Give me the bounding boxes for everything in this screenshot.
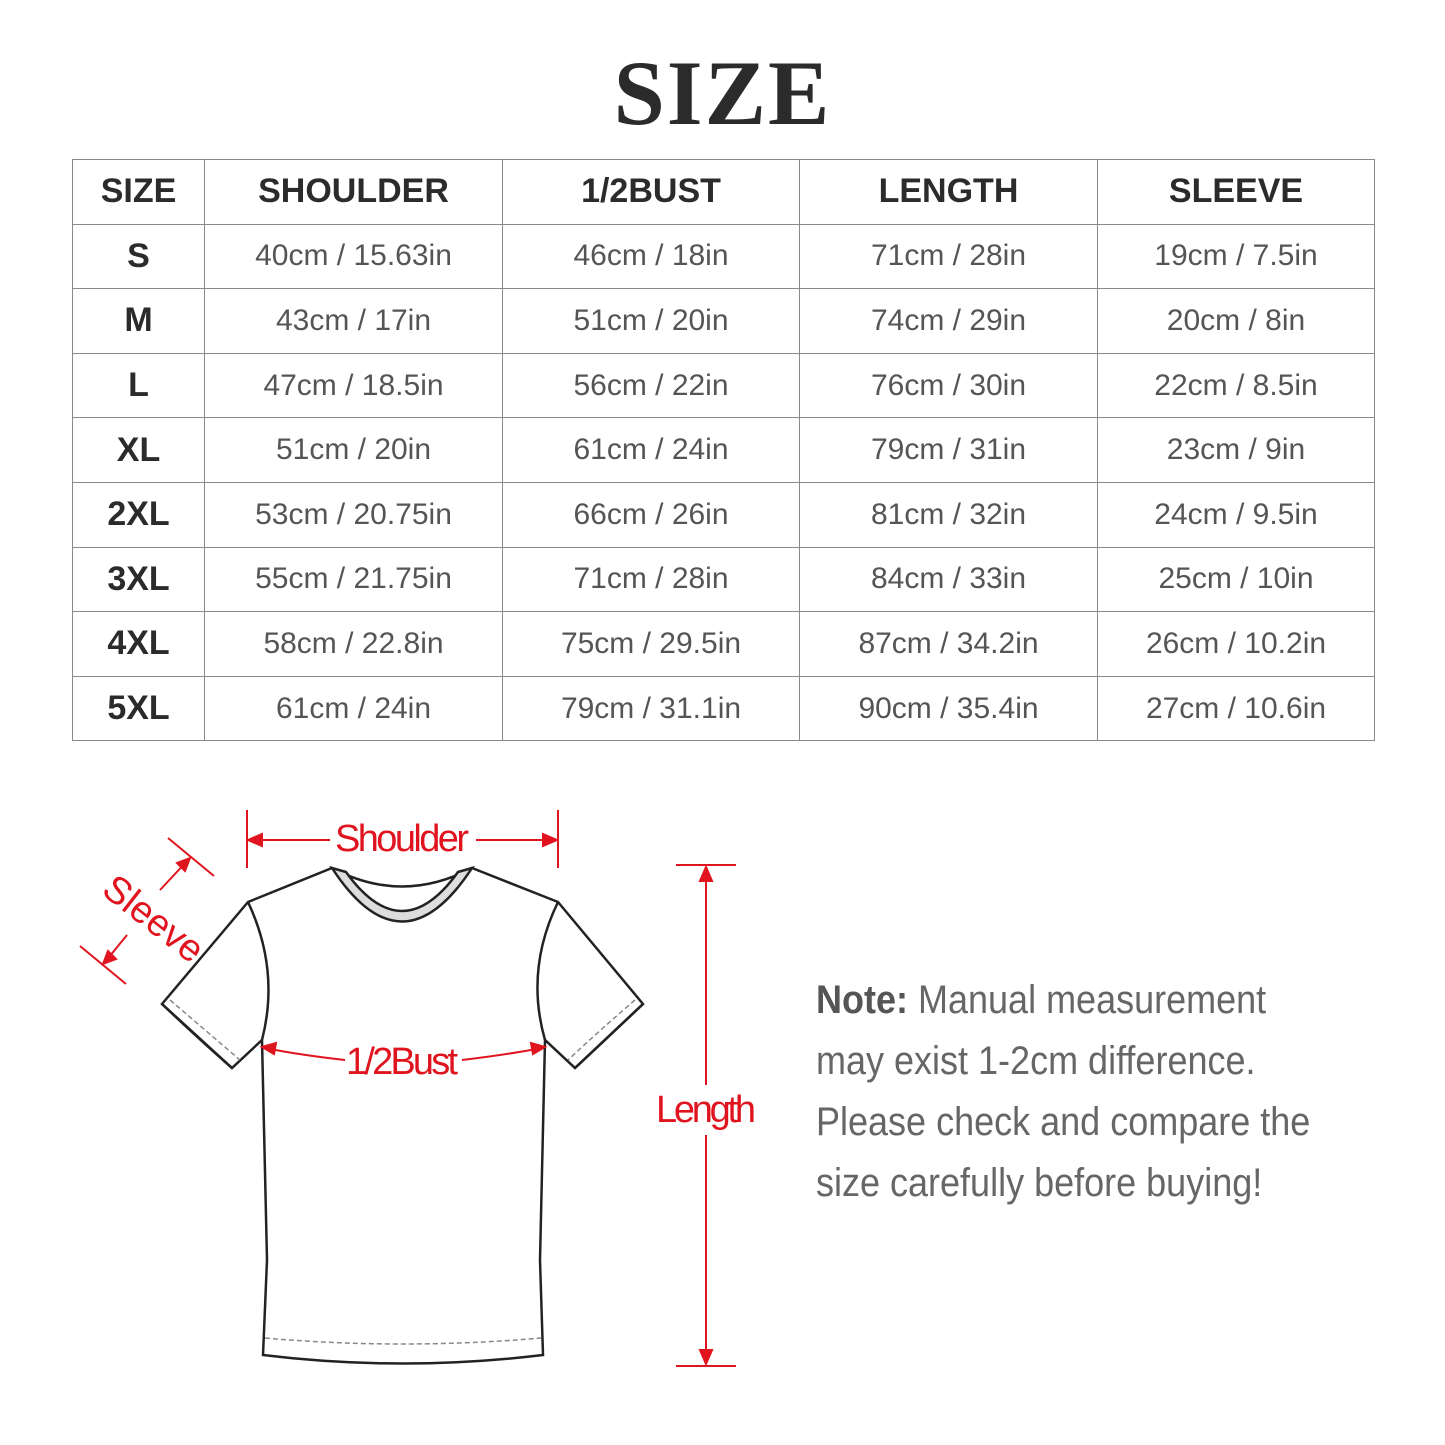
table-row: XL 51cm / 20in 61cm / 24in 79cm / 31in 23cm … [72,417,1375,483]
measurement-cell: 79cm / 31.1in [502,675,800,742]
column-header: SIZE [72,159,205,225]
measurement-cell: 74cm / 29in [799,288,1098,354]
table-row: M 43cm / 17in 51cm / 20in 74cm / 29in 20cm /… [72,288,1375,354]
length-label: Length [656,1089,756,1131]
tshirt-diagram: Shoulder 1/2Bust Length Sleeve [79,810,756,1367]
measurement-cell: 79cm / 31in [799,417,1098,483]
measurement-cell: 25cm / 10in [1097,546,1375,613]
tshirt-icon [160,865,645,1365]
measurement-cell: 22cm / 8.5in [1097,352,1375,419]
measurement-cell: 84cm / 33in [799,546,1098,613]
measurement-cell: 58cm / 22.8in [204,611,503,677]
column-header: 1/2BUST [502,159,800,225]
measurement-cell: 20cm / 8in [1097,288,1375,354]
measurement-cell: 55cm / 21.75in [204,546,503,613]
measurement-cell: 47cm / 18.5in [204,352,503,419]
measurement-cell: 71cm / 28in [502,546,800,613]
measurement-cell: 75cm / 29.5in [502,611,800,677]
measurement-cell: 23cm / 9in [1097,417,1375,483]
column-header: LENGTH [799,159,1098,225]
measurement-cell: 51cm / 20in [502,288,800,354]
measurement-cell: 43cm / 17in [204,288,503,354]
measurement-cell: 61cm / 24in [502,417,800,483]
measurement-cell: 24cm / 9.5in [1097,481,1375,548]
measurement-cell: 51cm / 20in [204,417,503,483]
column-header: SHOULDER [204,159,503,225]
size-table: SIZE SHOULDER 1/2BUST LENGTH SLEEVE S 40cm / … [72,159,1375,742]
size-cell: XL [72,417,205,483]
measurement-cell: 81cm / 32in [799,481,1098,548]
measurement-cell: 66cm / 26in [502,481,800,548]
measurement-cell: 27cm / 10.6in [1097,675,1375,742]
measurement-cell: 19cm / 7.5in [1097,223,1375,290]
bust-label: 1/2Bust [346,1041,458,1083]
size-cell: L [72,352,205,419]
table-header: SIZE SHOULDER 1/2BUST LENGTH SLEEVE [72,159,1375,225]
table-row: 5XL 61cm / 24in 79cm / 31.1in 90cm / 35.4in… [72,675,1375,742]
measurement-cell: 56cm / 22in [502,352,800,419]
table-row: L 47cm / 18.5in 56cm / 22in 76cm / 30in 22cm… [72,352,1375,419]
note-text: Note: Manual measurement may exist 1-2cm… [816,970,1338,1214]
size-cell: 4XL [72,611,205,677]
table-row: 3XL 55cm / 21.75in 71cm / 28in 84cm / 33in 2… [72,546,1375,613]
measurement-cell: 61cm / 24in [204,675,503,742]
table-row: 2XL 53cm / 20.75in 66cm / 26in 81cm / 32in 2… [72,481,1375,548]
measurement-cell: 40cm / 15.63in [204,223,503,290]
shoulder-label: Shoulder [335,818,469,860]
size-cell: S [72,223,205,290]
column-header: SLEEVE [1097,159,1375,225]
measurement-cell: 76cm / 30in [799,352,1098,419]
size-cell: M [72,288,205,354]
size-cell: 2XL [72,481,205,548]
measurement-cell: 26cm / 10.2in [1097,611,1375,677]
measurement-cell: 90cm / 35.4in [799,675,1098,742]
measurement-cell: 71cm / 28in [799,223,1098,290]
table-row: 4XL 58cm / 22.8in 75cm / 29.5in 87cm / 34.2… [72,611,1375,677]
note-body: Manual measurement may exist 1-2cm diffe… [816,978,1311,1205]
size-cell: 5XL [72,675,205,742]
measurement-cell: 87cm / 34.2in [799,611,1098,677]
page-title: SIZE [613,42,832,144]
measurement-cell: 53cm / 20.75in [204,481,503,548]
size-cell: 3XL [72,546,205,613]
measurement-cell: 46cm / 18in [502,223,800,290]
table-row: S 40cm / 15.63in 46cm / 18in 71cm / 28in 19c… [72,223,1375,290]
note-label: Note: [816,978,908,1022]
